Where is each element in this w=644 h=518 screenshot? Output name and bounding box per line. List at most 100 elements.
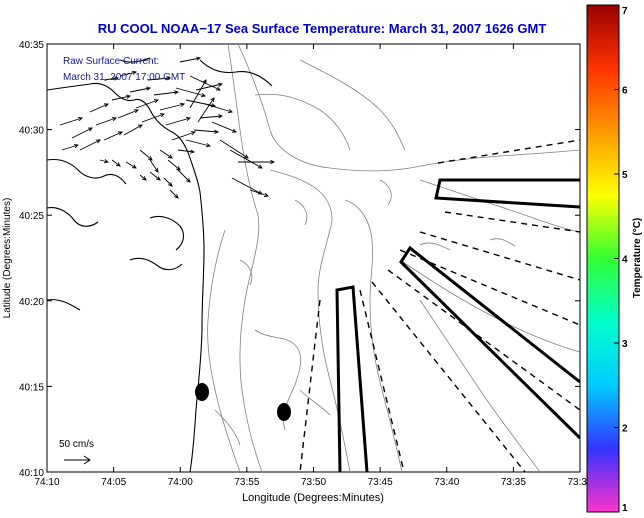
current-vector xyxy=(193,129,219,133)
current-vector-head xyxy=(142,176,147,181)
map-panel: Raw Surface Current: March 31, 2007 17:0… xyxy=(19,40,593,488)
current-vector-head xyxy=(214,129,220,134)
current-vector xyxy=(189,75,221,91)
temperature-colorbar: 7 6 5 4 3 2 1 Temperature (°C) xyxy=(586,4,643,514)
y-tick-label: 40:10 xyxy=(19,468,44,479)
current-vector xyxy=(79,139,101,151)
current-vector-head xyxy=(202,79,207,85)
current-vector-head xyxy=(159,113,165,118)
current-vector xyxy=(123,124,143,136)
radar-sector-outlines xyxy=(335,178,580,472)
current-vector-head xyxy=(166,76,172,81)
current-vector-head xyxy=(115,162,121,167)
current-vector xyxy=(95,117,117,126)
current-vector-head xyxy=(176,166,181,171)
current-vector-head xyxy=(190,149,196,154)
current-vector xyxy=(59,117,83,126)
surface-current-vectors xyxy=(59,56,276,199)
current-vector-head xyxy=(200,93,206,98)
current-vector xyxy=(125,161,137,169)
current-vector xyxy=(185,99,216,107)
current-vector xyxy=(139,174,147,181)
y-axis-label: Latitude (Degrees:Minutes) xyxy=(2,198,13,319)
current-vector xyxy=(199,115,223,119)
colorbar-tick-label: 3 xyxy=(622,339,628,350)
current-vector xyxy=(111,95,131,101)
x-axis-label: Longitude (Degrees:Minutes) xyxy=(242,492,384,504)
x-axis-ticks: 74:10 74:05 74:00 73:55 73:50 73:45 73:40 73:35… xyxy=(34,44,593,488)
current-vector-head xyxy=(95,139,101,144)
current-vector xyxy=(141,113,165,123)
colorbar-tick-label: 4 xyxy=(622,255,628,266)
current-vector-head xyxy=(205,143,212,148)
y-tick-label: 40:15 xyxy=(19,382,44,393)
current-vector-head xyxy=(111,117,117,122)
y-tick-label: 40:20 xyxy=(19,297,44,308)
current-vector xyxy=(219,139,249,159)
current-vector-head xyxy=(148,156,153,161)
colorbar-ticks: 7 6 5 4 3 2 1 xyxy=(614,4,628,514)
current-vector-head xyxy=(103,159,110,164)
scale-vector-arrowhead xyxy=(83,455,91,465)
current-vector xyxy=(249,189,269,197)
current-vector-head xyxy=(73,143,79,149)
current-vector xyxy=(211,121,237,133)
current-vector xyxy=(163,177,173,187)
current-vector xyxy=(197,97,215,123)
current-vector-head xyxy=(196,56,202,61)
current-vector xyxy=(111,159,121,167)
current-vector-head xyxy=(167,154,173,159)
figure-title: RU COOL NOAA−17 Sea Surface Temperature:… xyxy=(98,21,547,36)
current-vector-head xyxy=(227,108,233,114)
current-vector xyxy=(195,83,223,91)
current-vector xyxy=(169,189,179,199)
current-vector xyxy=(231,177,263,195)
x-tick-label: 73:40 xyxy=(434,477,459,488)
current-vector-head xyxy=(103,103,109,108)
current-vector xyxy=(139,149,153,161)
colorbar-gradient xyxy=(586,4,620,513)
current-vector-head xyxy=(87,127,93,132)
x-tick-label: 74:00 xyxy=(168,477,193,488)
current-vector-head xyxy=(190,131,196,136)
current-vector-head xyxy=(263,192,269,197)
current-vector xyxy=(159,149,173,159)
current-vector-head xyxy=(114,76,120,81)
current-vector-head xyxy=(270,159,276,165)
x-tick-label: 73:50 xyxy=(301,477,326,488)
current-vector xyxy=(117,109,139,119)
current-vector-head xyxy=(215,86,221,91)
current-vector xyxy=(103,77,119,81)
current-vector xyxy=(171,131,196,141)
current-vector xyxy=(167,159,181,171)
annotation-line-1: Raw Surface Current: xyxy=(63,56,159,67)
y-tick-label: 40:30 xyxy=(19,126,44,137)
current-vector-head xyxy=(153,99,159,104)
current-vector-head xyxy=(168,182,173,187)
current-vector-head xyxy=(131,164,137,169)
x-tick-label: 73:45 xyxy=(368,477,393,488)
current-vector-head xyxy=(156,176,161,181)
current-vector xyxy=(189,79,207,109)
x-tick-label: 73:55 xyxy=(234,477,259,488)
current-vector xyxy=(149,171,161,181)
colorbar-tick-label: 6 xyxy=(622,86,628,97)
colorbar-tick-label: 7 xyxy=(622,6,628,17)
current-vector xyxy=(119,71,137,77)
current-vector-head xyxy=(146,86,152,91)
x-tick-label: 74:10 xyxy=(34,477,59,488)
current-vector xyxy=(129,87,151,93)
colorbar-tick-label: 1 xyxy=(622,503,628,514)
current-vector xyxy=(147,77,171,81)
current-vector xyxy=(165,117,191,126)
current-vector-head xyxy=(117,131,123,136)
station-marker-east xyxy=(277,403,291,421)
current-vector-head xyxy=(217,82,224,87)
current-vector xyxy=(153,91,179,96)
current-vector-head xyxy=(126,94,132,99)
current-vector-head xyxy=(231,128,237,133)
current-vector-head xyxy=(174,90,180,95)
current-vector-head xyxy=(133,109,139,114)
current-vector xyxy=(177,149,195,153)
